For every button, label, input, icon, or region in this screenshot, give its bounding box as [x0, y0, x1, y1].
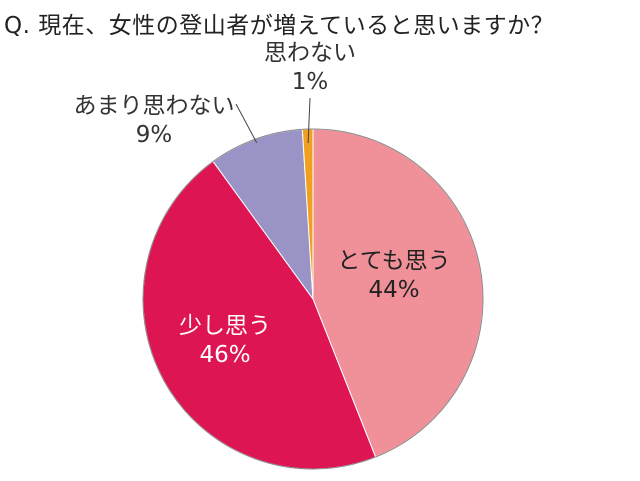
pie-outline — [142, 128, 484, 470]
slice-value-label-1: 44% — [368, 277, 419, 303]
leader-line-3 — [235, 103, 258, 144]
slice-value-label-4: 1% — [292, 69, 329, 95]
slice-value-label-2: 46% — [199, 342, 250, 368]
slice-label-3: あまり思わない — [74, 93, 235, 119]
leader-line-4 — [307, 97, 311, 144]
slice-value-label-3: 9% — [136, 122, 173, 148]
slice-label-1: とても思う — [337, 248, 450, 274]
chart-title: Q. 現在、女性の登山者が増えていると思いますか？ — [4, 13, 555, 39]
slice-label-2: 少し思う — [179, 313, 271, 339]
slice-label-4: 思わない — [264, 40, 356, 66]
